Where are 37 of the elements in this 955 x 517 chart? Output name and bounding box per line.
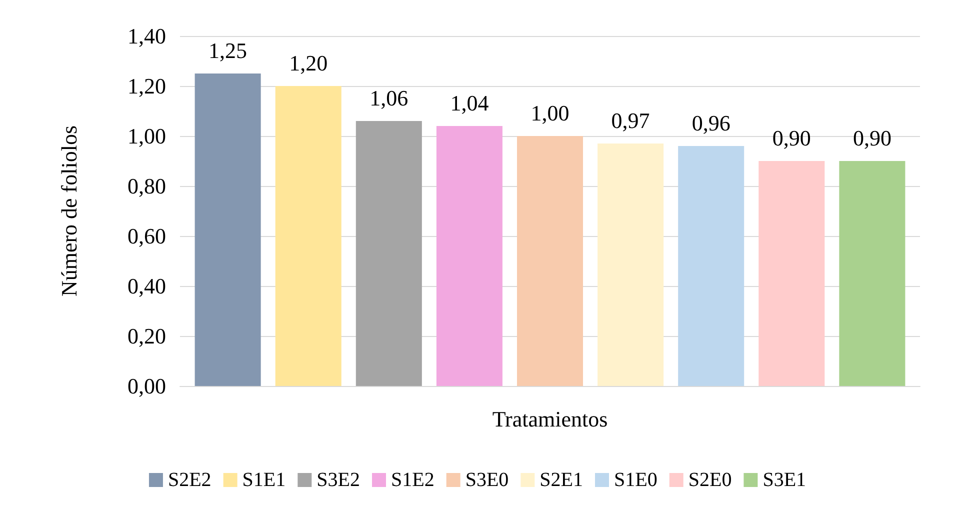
x-axis-title: Tratamientos [492, 406, 608, 432]
legend-label: S3E1 [762, 469, 806, 491]
bar [436, 126, 502, 386]
y-tick-label: 1,40 [128, 24, 166, 48]
legend-label: S2E1 [540, 469, 584, 491]
bar [678, 146, 744, 386]
data-label: 0,97 [611, 108, 650, 133]
data-label: 1,04 [450, 90, 489, 116]
data-label: 1,25 [208, 38, 248, 63]
data-label: 1,20 [289, 50, 328, 76]
legend-label: S2E0 [688, 469, 732, 491]
bar [598, 144, 664, 386]
data-label: 0,90 [772, 126, 811, 150]
legend-label: S1E1 [242, 469, 286, 491]
legend-label: S2E2 [168, 469, 212, 491]
bar [194, 74, 261, 386]
y-tick-label: 1,20 [128, 74, 166, 98]
y-tick-label: 1,00 [128, 124, 166, 148]
legend-label: S3E2 [316, 469, 360, 491]
data-label: 1,00 [530, 100, 570, 126]
y-tick-label: 0,80 [128, 174, 166, 198]
y-tick-label: 0,20 [128, 324, 166, 348]
legend-label: S1E0 [614, 469, 658, 491]
bar [839, 161, 906, 386]
y-axis-title: Número de foliolos [56, 125, 82, 297]
data-label: 0,90 [852, 126, 892, 150]
bar [356, 121, 422, 386]
y-tick-label: 0,60 [128, 224, 166, 248]
legend-label: S1E2 [390, 469, 434, 491]
bar [516, 136, 584, 386]
bar [275, 86, 342, 386]
y-tick-label: 0,00 [128, 374, 166, 398]
data-label: 1,06 [370, 86, 408, 110]
bar [758, 161, 825, 386]
y-tick-label: 0,40 [128, 274, 166, 298]
data-label: 0,96 [692, 110, 730, 136]
legend-label: S3E0 [465, 469, 509, 491]
